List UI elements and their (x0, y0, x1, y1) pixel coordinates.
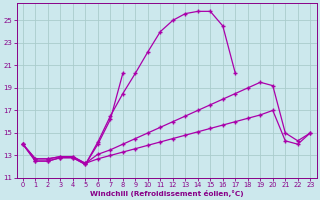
X-axis label: Windchill (Refroidissement éolien,°C): Windchill (Refroidissement éolien,°C) (90, 190, 244, 197)
